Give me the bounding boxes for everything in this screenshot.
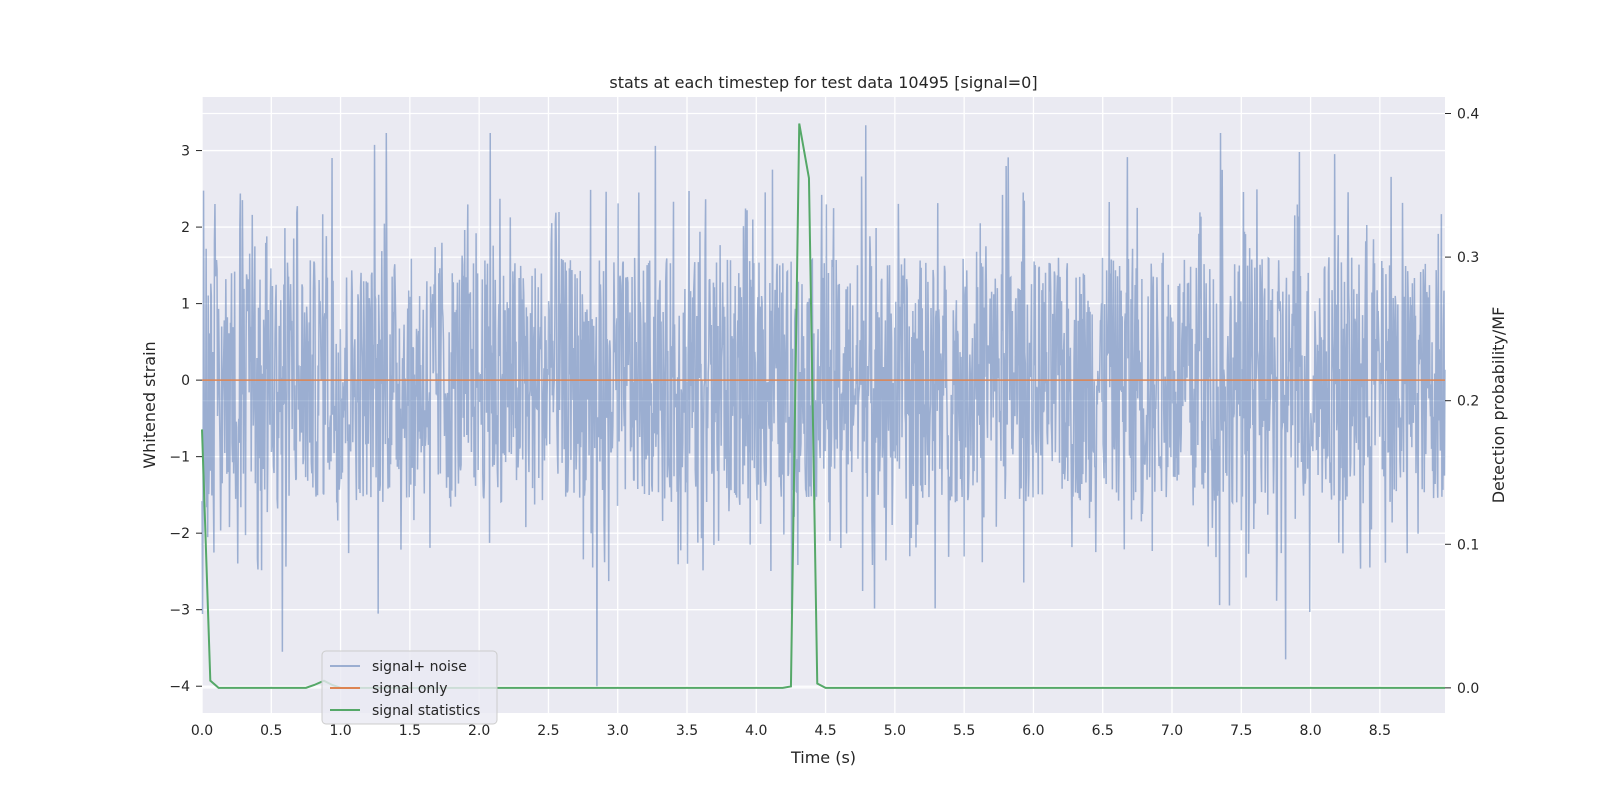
legend-label-signal-noise: signal+ noise <box>372 659 467 675</box>
x-tick-label: 4.5 <box>814 723 836 739</box>
x-tick-label: 2.5 <box>537 723 559 739</box>
legend-label-signal-statistics: signal statistics <box>372 703 480 719</box>
y-right-tick-label: 0.0 <box>1457 681 1479 697</box>
chart-title: stats at each timestep for test data 104… <box>609 73 1037 92</box>
series-line-signal-noise <box>201 125 1446 687</box>
x-tick-label: 4.0 <box>745 723 767 739</box>
y-right-tick-label: 0.3 <box>1457 250 1479 266</box>
x-tick-label: 2.0 <box>468 723 490 739</box>
x-tick-label: 8.5 <box>1369 723 1391 739</box>
y-tick-label: 3 <box>181 144 190 160</box>
y-axis-label: Whitened strain <box>140 341 159 468</box>
y-tick-label: −3 <box>169 603 190 619</box>
x-tick-label: 5.5 <box>953 723 975 739</box>
x-tick-label: 8.0 <box>1299 723 1321 739</box>
x-tick-label: 3.0 <box>607 723 629 739</box>
x-tick-label: 6.0 <box>1022 723 1044 739</box>
y-tick-label: −4 <box>169 679 190 695</box>
x-axis-label: Time (s) <box>790 748 856 767</box>
y-tick-label: −1 <box>169 450 190 466</box>
x-tick-label: 6.5 <box>1092 723 1114 739</box>
y-tick-label: 2 <box>181 220 190 236</box>
y-axis-label-right: Detection probability/MF <box>1489 307 1508 504</box>
series-signal-noise <box>201 125 1446 687</box>
y-tick-label: 1 <box>181 297 190 313</box>
y-right-tick-label: 0.1 <box>1457 537 1479 553</box>
x-tick-label: 7.5 <box>1230 723 1252 739</box>
x-tick-label: 0.5 <box>260 723 282 739</box>
x-tick-label: 7.0 <box>1161 723 1183 739</box>
legend-label-signal-only: signal only <box>372 681 447 697</box>
legend: signal+ noise signal only signal statist… <box>321 650 498 725</box>
y-tick-label: −2 <box>169 526 190 542</box>
x-tick-label: 1.5 <box>399 723 421 739</box>
axis-ticks: 0.0 0.5 1.0 1.5 2.0 2.5 3.0 3.5 4.0 4.5 5.0 5.5 6.0 6… <box>169 107 1479 739</box>
y-tick-label: 0 <box>181 373 190 389</box>
legend-box <box>321 650 498 725</box>
x-tick-label: 3.5 <box>676 723 698 739</box>
x-tick-label: 1.0 <box>329 723 351 739</box>
x-tick-label: 5.0 <box>884 723 906 739</box>
y-right-tick-label: 0.2 <box>1457 394 1479 410</box>
y-right-tick-label: 0.4 <box>1457 107 1479 123</box>
x-tick-label: 0.0 <box>191 723 213 739</box>
